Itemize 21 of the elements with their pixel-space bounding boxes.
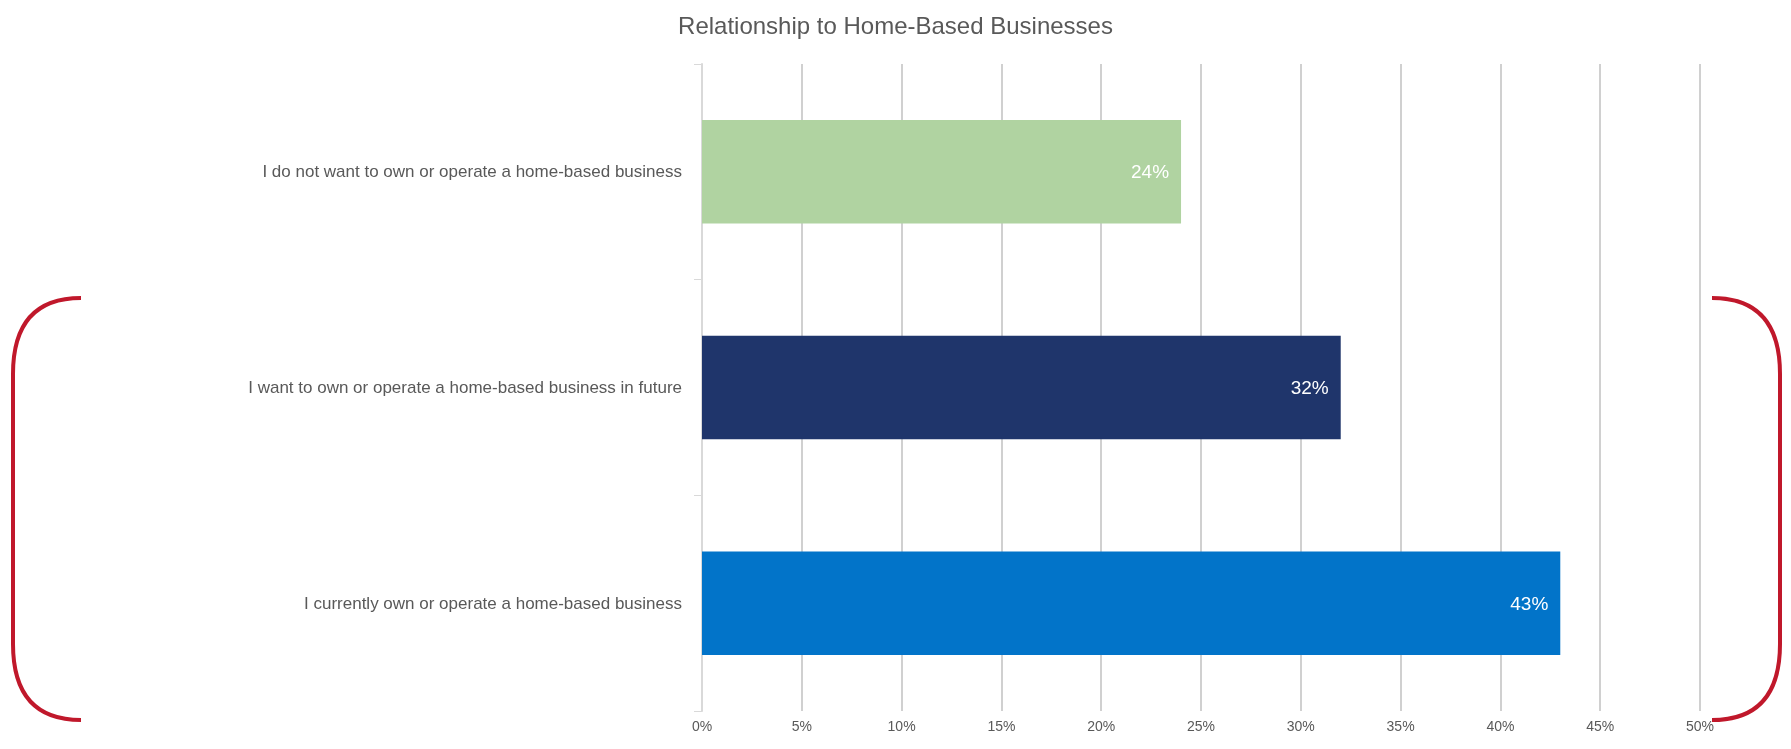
x-tick-label: 5% [791, 718, 812, 734]
x-tick-label: 35% [1386, 718, 1415, 734]
x-tick-label: 40% [1486, 718, 1515, 734]
chart-title: Relationship to Home-Based Businesses [678, 11, 1113, 39]
data-label: 32% [1290, 377, 1329, 398]
x-tick-label: 15% [987, 718, 1016, 734]
x-tick-label: 0% [691, 718, 713, 734]
x-tick-label: 25% [1186, 718, 1216, 734]
x-tick-label: 50% [1685, 718, 1715, 734]
bar [702, 551, 1561, 655]
x-tick-label: 20% [1087, 718, 1116, 734]
x-tick-label: 10% [887, 718, 916, 734]
x-tick-label: 30% [1286, 718, 1315, 734]
y-tick-label: I want to own or operate a home-based business in future [248, 378, 682, 397]
data-label: 24% [1131, 161, 1170, 183]
bar [702, 120, 1182, 224]
data-label: 43% [1510, 592, 1549, 614]
bar [702, 335, 1341, 440]
x-tick-label: 45% [1586, 718, 1615, 734]
y-tick-label: I do not want to own or operate a home-based business [262, 162, 682, 182]
y-tick-label: I currently own or operate a home-based business [304, 593, 682, 613]
